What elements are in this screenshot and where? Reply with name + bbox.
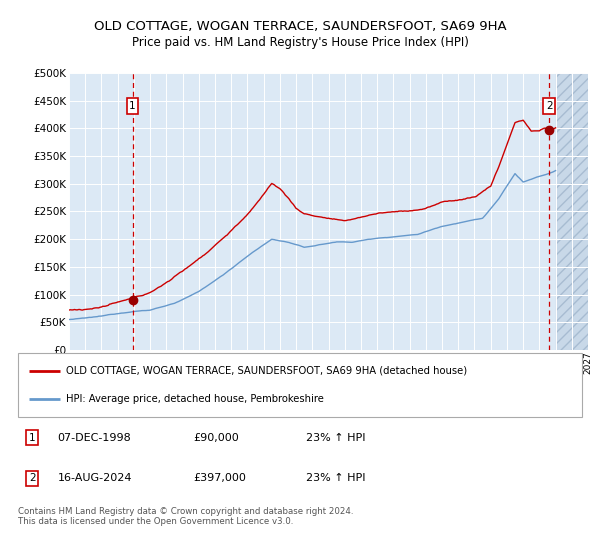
Text: 1: 1	[29, 433, 35, 443]
Text: Contains HM Land Registry data © Crown copyright and database right 2024.
This d: Contains HM Land Registry data © Crown c…	[18, 507, 353, 526]
Bar	[556, 73, 588, 350]
Text: 1: 1	[129, 101, 136, 111]
Text: £397,000: £397,000	[193, 473, 246, 483]
Text: OLD COTTAGE, WOGAN TERRACE, SAUNDERSFOOT, SA69 9HA (detached house): OLD COTTAGE, WOGAN TERRACE, SAUNDERSFOOT…	[66, 366, 467, 376]
Text: 2: 2	[546, 101, 553, 111]
Text: 16-AUG-2024: 16-AUG-2024	[58, 473, 132, 483]
Text: 2: 2	[29, 473, 35, 483]
Text: HPI: Average price, detached house, Pembrokeshire: HPI: Average price, detached house, Pemb…	[66, 394, 324, 404]
FancyBboxPatch shape	[18, 353, 582, 417]
Text: 07-DEC-1998: 07-DEC-1998	[58, 433, 131, 443]
Bar	[556, 73, 588, 350]
Text: £90,000: £90,000	[193, 433, 239, 443]
Text: 23% ↑ HPI: 23% ↑ HPI	[305, 473, 365, 483]
Text: Price paid vs. HM Land Registry's House Price Index (HPI): Price paid vs. HM Land Registry's House …	[131, 36, 469, 49]
Text: OLD COTTAGE, WOGAN TERRACE, SAUNDERSFOOT, SA69 9HA: OLD COTTAGE, WOGAN TERRACE, SAUNDERSFOOT…	[94, 20, 506, 32]
Text: 23% ↑ HPI: 23% ↑ HPI	[305, 433, 365, 443]
